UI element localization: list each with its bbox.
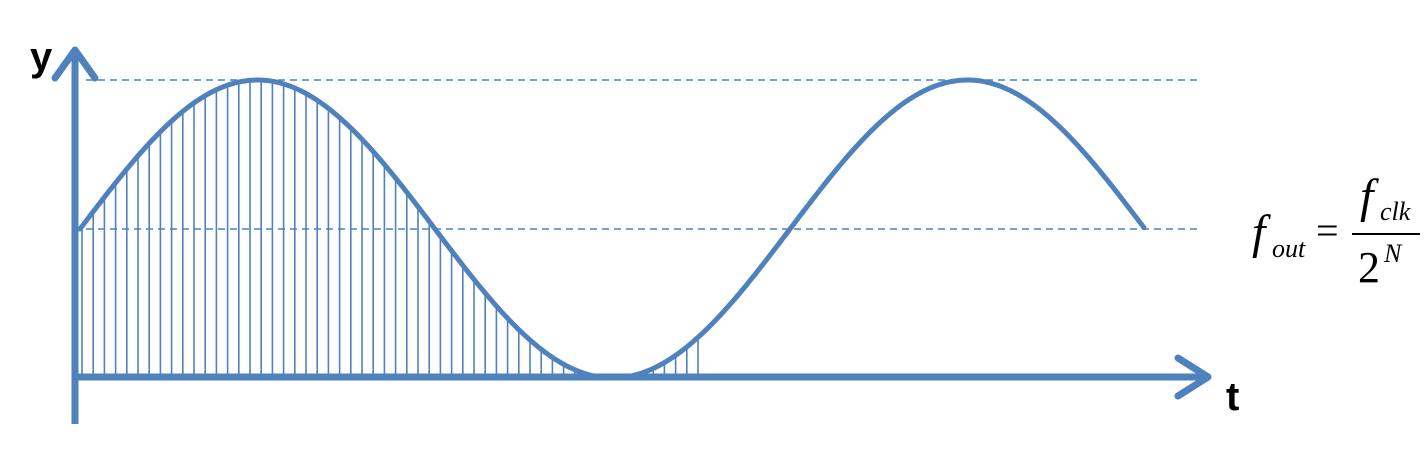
formula-equals: =	[1316, 208, 1339, 253]
formula-lhs-subscript: out	[1272, 234, 1306, 263]
x-axis	[72, 354, 1212, 400]
y-axis	[51, 46, 99, 424]
y-axis-label: y	[30, 35, 53, 79]
sample-stems	[81, 80, 699, 378]
formula-numerator-variable: f	[1360, 170, 1379, 223]
x-axis-arrowhead	[1174, 354, 1212, 400]
formula-denominator-base: 2	[1358, 243, 1380, 292]
x-axis-label: t	[1226, 375, 1239, 419]
y-axis-arrowhead	[51, 46, 99, 82]
formula-lhs-variable: f	[1252, 206, 1271, 259]
frequency-formula: f out = f clk 2 N	[1252, 170, 1420, 292]
formula-numerator-subscript: clk	[1380, 197, 1411, 226]
formula-denominator-exponent: N	[1383, 239, 1403, 268]
